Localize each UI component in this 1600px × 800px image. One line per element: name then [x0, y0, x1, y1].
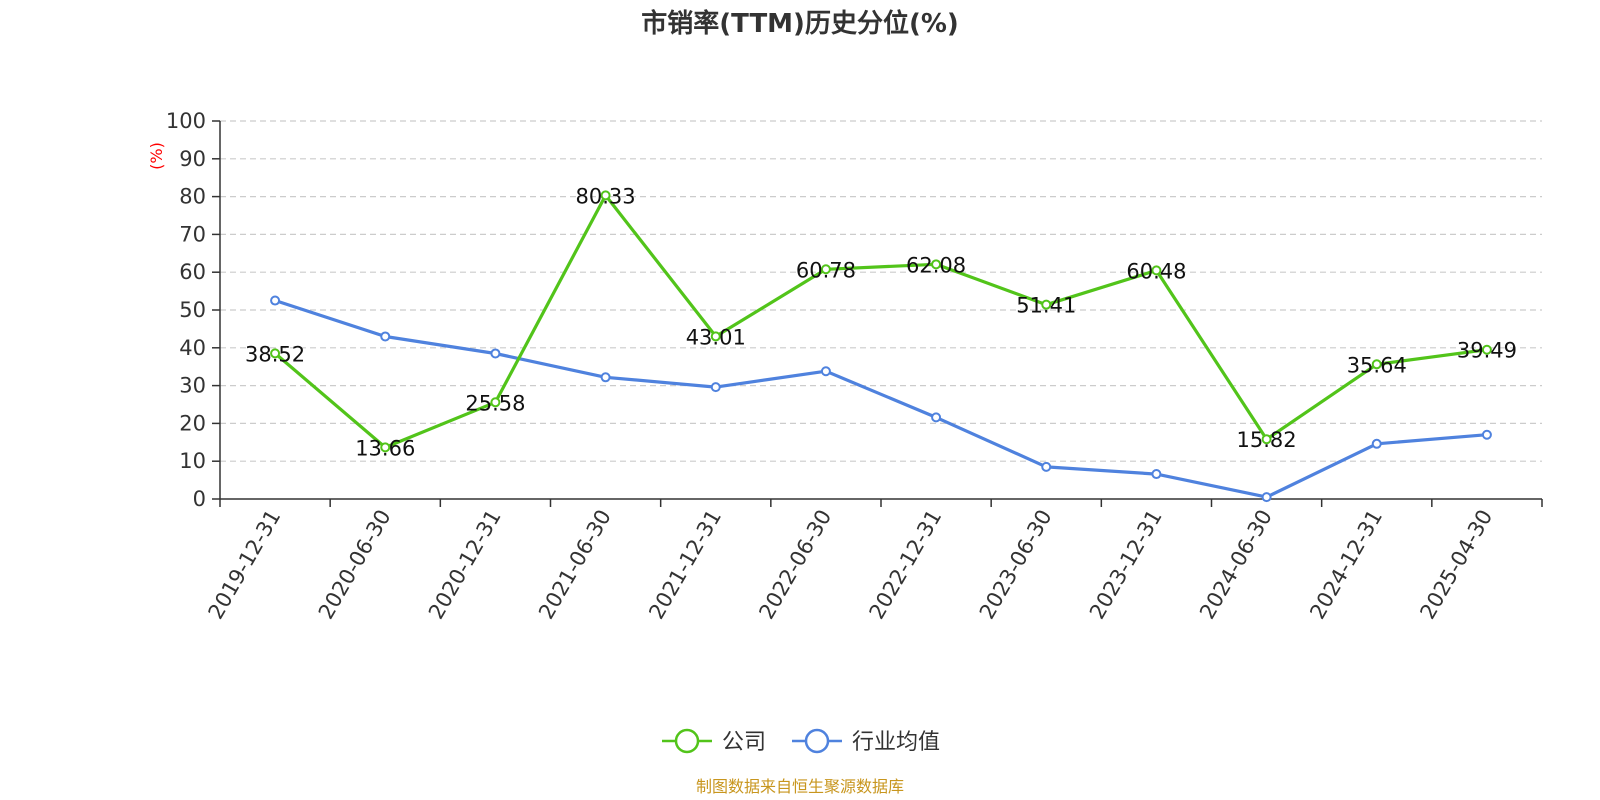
legend-label: 公司	[722, 730, 766, 755]
data-point	[380, 442, 391, 453]
x-tick-label: 2022-12-31	[865, 506, 947, 624]
data-point	[710, 382, 721, 393]
x-tick-label: 2022-06-30	[754, 506, 836, 624]
data-point	[820, 264, 831, 275]
grid	[220, 120, 1542, 462]
data-label: 38.52	[245, 342, 305, 366]
y-tick-label: 90	[179, 147, 206, 171]
chart-title: 市销率(TTM)历史分位(%)	[641, 8, 959, 39]
x-tick-label: 2021-12-31	[644, 506, 726, 624]
data-point	[490, 348, 501, 359]
series-company	[270, 190, 1492, 453]
data-point	[1371, 438, 1382, 449]
data-point	[1371, 359, 1382, 370]
data-point	[1261, 492, 1272, 503]
x-tick-label: 2024-06-30	[1195, 506, 1277, 624]
y-axis-unit: (%)	[147, 142, 166, 170]
data-point	[600, 372, 611, 383]
legend-label: 行业均值	[852, 730, 940, 755]
data-label: 15.82	[1237, 428, 1297, 452]
data-label: 13.66	[355, 436, 415, 460]
y-tick-label: 80	[179, 185, 206, 209]
data-point	[490, 397, 501, 408]
data-point	[1041, 461, 1052, 472]
axes: 0 10 20 30 40 50 60 70 80 90 100 2019-12-31 2020-06-…	[166, 109, 1543, 624]
legend-item-company: 公司	[662, 728, 766, 755]
x-tick-label: 2020-12-31	[424, 506, 506, 624]
x-tick-label: 2023-06-30	[975, 506, 1057, 624]
y-tick-label: 60	[179, 260, 206, 284]
data-point	[1041, 299, 1052, 310]
x-tick-label: 2019-12-31	[204, 506, 286, 624]
legend: 公司 行业均值	[662, 728, 940, 755]
data-label: 43.01	[686, 325, 746, 349]
data-point	[1261, 434, 1272, 445]
data-label: 39.49	[1457, 339, 1517, 363]
data-labels: 38.52 13.66 25.58 80.33 43.01 60.78 62.08 51.41…	[245, 184, 1517, 460]
data-point	[710, 331, 721, 342]
x-tick-label: 2020-06-30	[314, 506, 396, 624]
x-tick-label: 2023-12-31	[1085, 506, 1167, 624]
series-industry-average	[270, 295, 1492, 503]
legend-marker	[674, 728, 700, 754]
data-point	[1151, 265, 1162, 276]
legend-marker	[804, 728, 830, 754]
x-tick-label: 2021-06-30	[534, 506, 616, 624]
x-tick-label: 2025-04-30	[1415, 506, 1497, 624]
data-point	[270, 348, 281, 359]
data-label: 60.48	[1126, 259, 1186, 283]
data-label: 62.08	[906, 253, 966, 277]
data-point	[1151, 469, 1162, 480]
data-point	[600, 190, 611, 201]
series	[270, 190, 1492, 503]
y-tick-label: 40	[179, 336, 206, 360]
y-tick-label: 0	[193, 487, 206, 511]
legend-item-industry-average: 行业均值	[792, 728, 940, 755]
data-point	[1481, 344, 1492, 355]
y-tick-label: 50	[179, 298, 206, 322]
source-note: 制图数据来自恒生聚源数据库	[696, 777, 904, 796]
data-label: 35.64	[1347, 353, 1407, 377]
y-tick-label: 10	[179, 449, 206, 473]
y-tick-label: 20	[179, 411, 206, 435]
y-tick-label: 30	[179, 374, 206, 398]
x-tick-label: 2024-12-31	[1305, 506, 1387, 624]
data-label: 25.58	[465, 391, 525, 415]
data-point	[1481, 429, 1492, 440]
data-label: 60.78	[796, 258, 856, 282]
y-tick-label: 100	[166, 109, 206, 133]
data-point	[380, 331, 391, 342]
series-line	[274, 193, 1488, 449]
data-point	[931, 412, 942, 423]
data-label: 80.33	[576, 184, 636, 208]
series-line	[274, 298, 1488, 499]
data-point	[931, 259, 942, 270]
data-point	[820, 366, 831, 377]
data-label: 51.41	[1016, 294, 1076, 318]
y-tick-label: 70	[179, 222, 206, 246]
data-point	[270, 295, 281, 306]
